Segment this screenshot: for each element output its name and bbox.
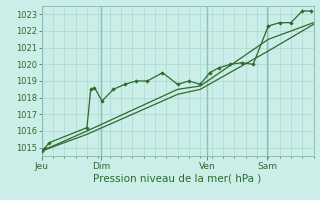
X-axis label: Pression niveau de la mer( hPa ): Pression niveau de la mer( hPa ) <box>93 173 262 183</box>
